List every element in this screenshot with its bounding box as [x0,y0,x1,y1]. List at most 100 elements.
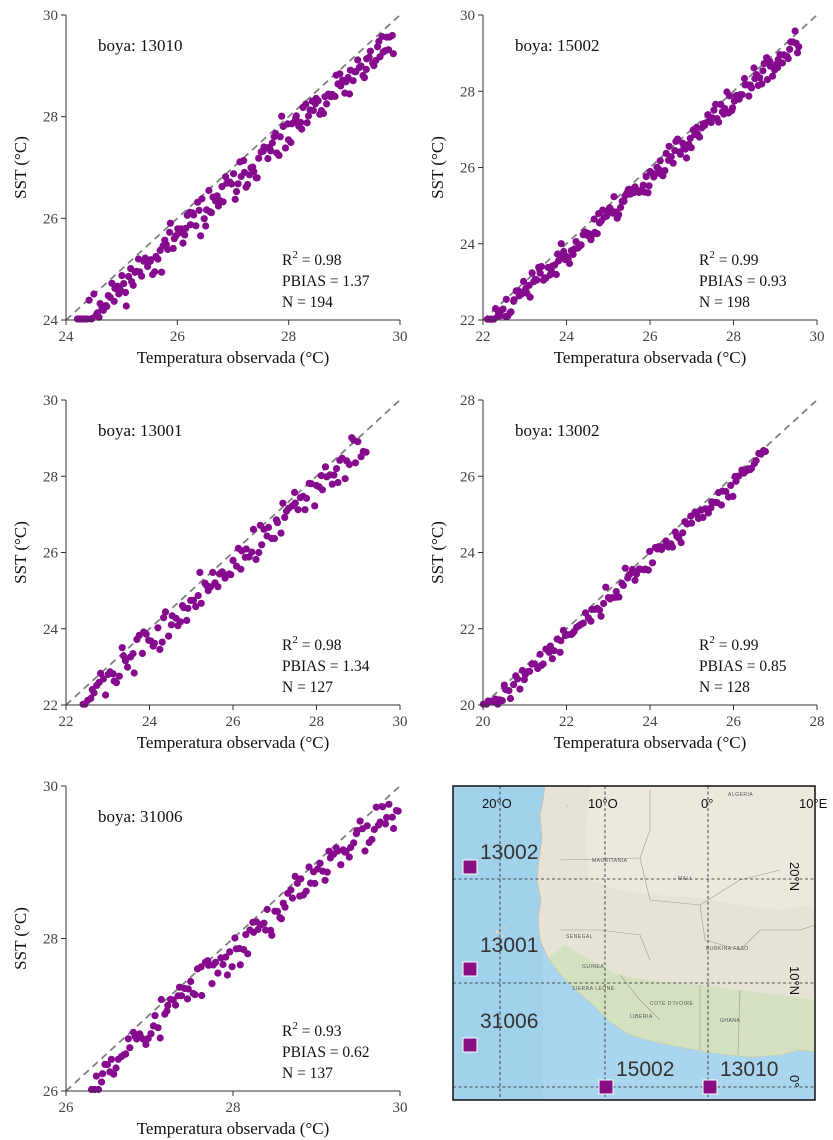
x-axis-title: Temperatura observada (°C) [554,733,747,752]
data-point [292,112,300,120]
r2-stat: R2 = 0.98 [282,634,342,654]
data-point [258,541,266,549]
data-point [345,853,353,861]
data-point [191,991,199,999]
data-point [150,639,158,647]
data-point [186,221,195,229]
data-point [337,861,345,869]
station-label: boya: 31006 [98,807,183,826]
data-point [260,919,268,927]
n-stat: N = 137 [282,1065,333,1082]
data-point [354,56,362,64]
data-point [390,824,398,833]
data-point [758,80,766,88]
station-label-13001: 13001 [480,934,538,957]
data-point [177,992,185,1000]
station-marker-31006 [462,1037,478,1053]
data-point [229,556,237,565]
map-panel: ALGERIA MAURITANIA MALI SENEGAL GUINEA S… [452,785,828,1101]
data-point [644,189,652,197]
data-point [275,151,283,159]
data-point [123,663,132,671]
data-point [599,206,607,214]
data-point [122,302,130,310]
data-point [268,139,276,147]
data-point [331,92,339,100]
data-point [268,931,276,939]
data-point [95,313,103,321]
data-point [179,239,187,247]
data-point [291,872,299,881]
data-point [138,649,146,658]
data-point [264,155,272,163]
data-point [311,502,319,510]
data-point [277,915,285,923]
data-point [102,691,110,699]
data-point [130,669,138,677]
data-point [209,568,217,577]
data-point [253,174,261,182]
data-point [129,281,137,289]
data-point [164,1001,172,1010]
data-point [727,481,735,489]
data-point [255,548,263,557]
data-point [110,297,118,305]
data-point [656,157,664,165]
data-point [381,820,390,828]
y-axis-title: SST (°C) [11,136,30,199]
data-point [103,1060,112,1069]
data-point [90,290,98,298]
y-tick-label: 30 [43,393,58,409]
data-point [533,276,541,284]
data-point [612,588,620,596]
y-tick-label: 30 [43,8,58,24]
data-point [198,991,206,1000]
data-point [752,457,760,465]
x-tick-label: 22 [476,329,491,345]
lon-label: 10°O [588,796,618,811]
data-point [302,887,310,895]
data-point [208,980,216,988]
y-axis-title: SST (°C) [428,521,447,584]
data-point [615,211,623,219]
data-point [232,188,241,196]
identity-line [65,14,401,321]
data-point [242,545,250,553]
data-point [695,133,704,141]
data-point [516,685,524,693]
y-tick-label: 30 [460,8,475,24]
data-point [183,616,191,625]
data-point [118,272,126,280]
region-label: ALGERIA [728,792,753,798]
data-point [354,438,362,446]
data-point [351,459,360,467]
data-point [498,697,506,705]
data-point [565,259,574,268]
y-tick-label: 22 [43,698,58,714]
data-point [277,529,285,537]
data-point [345,90,354,98]
lon-label: 20°O [482,796,512,811]
data-point [214,969,222,977]
data-point [112,1064,120,1072]
region-label: SIERRA LEONE [572,986,615,992]
data-point [279,499,287,507]
data-point [389,50,397,58]
data-point [665,142,673,150]
map-frame [452,785,816,1101]
data-point [768,72,777,80]
data-point [388,813,396,821]
data-point [236,961,244,969]
scatter-panel: 24 26 28 30 24 26 28 30 Temperatura observada (°… [11,8,408,367]
data-point [97,669,105,678]
data-point [301,506,309,514]
station-marker-13010 [702,1079,718,1095]
y-tick-label: 28 [43,469,58,485]
data-point [287,886,295,894]
data-point [384,46,393,54]
data-point [336,70,344,78]
x-tick-label: 22 [59,714,74,730]
data-point [181,231,189,239]
data-point [207,209,215,217]
data-point [646,547,654,556]
